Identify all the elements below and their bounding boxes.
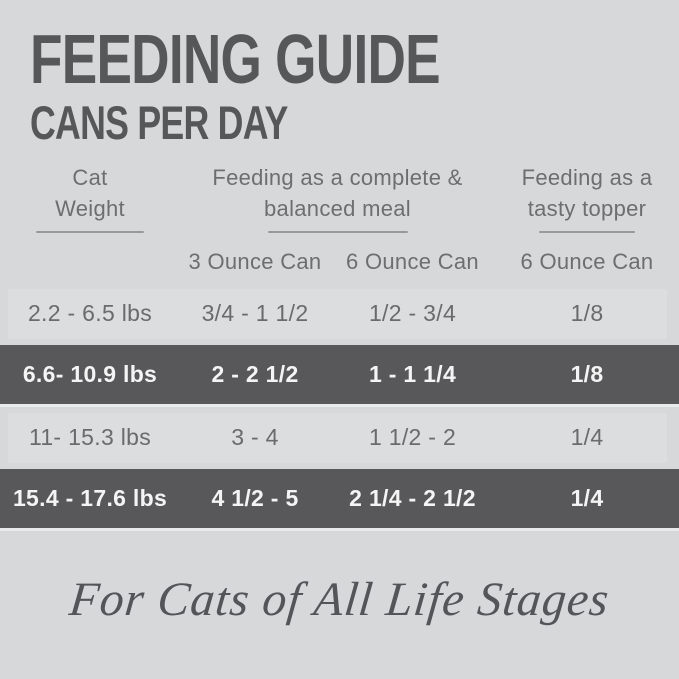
column-header-tasty-topper-line2: tasty topper: [527, 195, 647, 221]
tagline-for-cats-of-all-life-stages: For Cats of All Life Stages: [66, 573, 613, 626]
cell-topper-6oz: 1/8: [570, 300, 604, 326]
title-block: FEEDING GUIDE CANS PER DAY: [0, 0, 679, 149]
table-subheaders: 3 Ounce Can 6 Ounce Can 6 Ounce Can: [0, 247, 679, 277]
page-subtitle: CANS PER DAY: [30, 95, 288, 149]
column-header-complete-meal: Feeding as a complete & balanced meal: [180, 162, 495, 233]
cell-weight: 2.2 - 6.5 lbs: [27, 300, 153, 326]
table-column-group-headers: Cat Weight Feeding as a complete & balan…: [0, 162, 679, 233]
table-row: 11- 15.3 lbs 3 - 4 1 1/2 - 2 1/4: [0, 412, 679, 463]
underline-rule: [36, 230, 144, 233]
cell-complete-6oz: 1 - 1 1/4: [368, 360, 457, 387]
page-title: FEEDING GUIDE: [30, 20, 441, 98]
column-header-complete-meal-line2: balanced meal: [264, 195, 411, 221]
subheader-6oz-can: 6 Ounce Can: [346, 248, 479, 274]
table-row: 15.4 - 17.6 lbs 4 1/2 - 5 2 1/4 - 2 1/2 …: [0, 468, 679, 531]
cell-complete-3oz: 3/4 - 1 1/2: [201, 300, 309, 326]
underline-rule: [267, 230, 408, 233]
underline-rule: [539, 230, 635, 233]
cell-complete-3oz: 3 - 4: [231, 424, 279, 450]
subheader-spacer: [0, 247, 180, 277]
cell-topper-6oz: 1/8: [570, 360, 604, 387]
cell-complete-3oz: 2 - 2 1/2: [211, 360, 299, 387]
cell-weight: 6.6- 10.9 lbs: [22, 360, 158, 387]
cell-topper-6oz: 1/4: [570, 484, 604, 511]
table-row: 6.6- 10.9 lbs 2 - 2 1/2 1 - 1 1/4 1/8: [0, 344, 679, 407]
cell-complete-6oz: 1/2 - 3/4: [368, 300, 457, 326]
cell-complete-6oz: 2 1/4 - 2 1/2: [349, 484, 476, 511]
table-body: 2.2 - 6.5 lbs 3/4 - 1 1/2 1/2 - 3/4 1/8 …: [0, 288, 679, 531]
column-header-cat-weight: Cat Weight: [0, 162, 180, 233]
column-header-cat-weight-line2: Weight: [55, 195, 125, 221]
cell-weight: 15.4 - 17.6 lbs: [12, 484, 168, 511]
cell-complete-3oz: 4 1/2 - 5: [211, 484, 299, 511]
column-header-tasty-topper-line1: Feeding as a: [521, 164, 653, 190]
cell-topper-6oz: 1/4: [570, 424, 604, 450]
column-header-complete-meal-line1: Feeding as a complete &: [212, 164, 463, 190]
subheader-3oz-can: 3 Ounce Can: [188, 248, 322, 274]
column-header-cat-weight-line1: Cat: [72, 164, 108, 190]
subheader-topper-6oz-can: 6 Ounce Can: [520, 248, 654, 274]
cell-weight: 11- 15.3 lbs: [28, 424, 152, 450]
column-header-tasty-topper: Feeding as a tasty topper: [495, 162, 679, 233]
table-row: 2.2 - 6.5 lbs 3/4 - 1 1/2 1/2 - 3/4 1/8: [0, 288, 679, 339]
cell-complete-6oz: 1 1/2 - 2: [368, 424, 457, 450]
